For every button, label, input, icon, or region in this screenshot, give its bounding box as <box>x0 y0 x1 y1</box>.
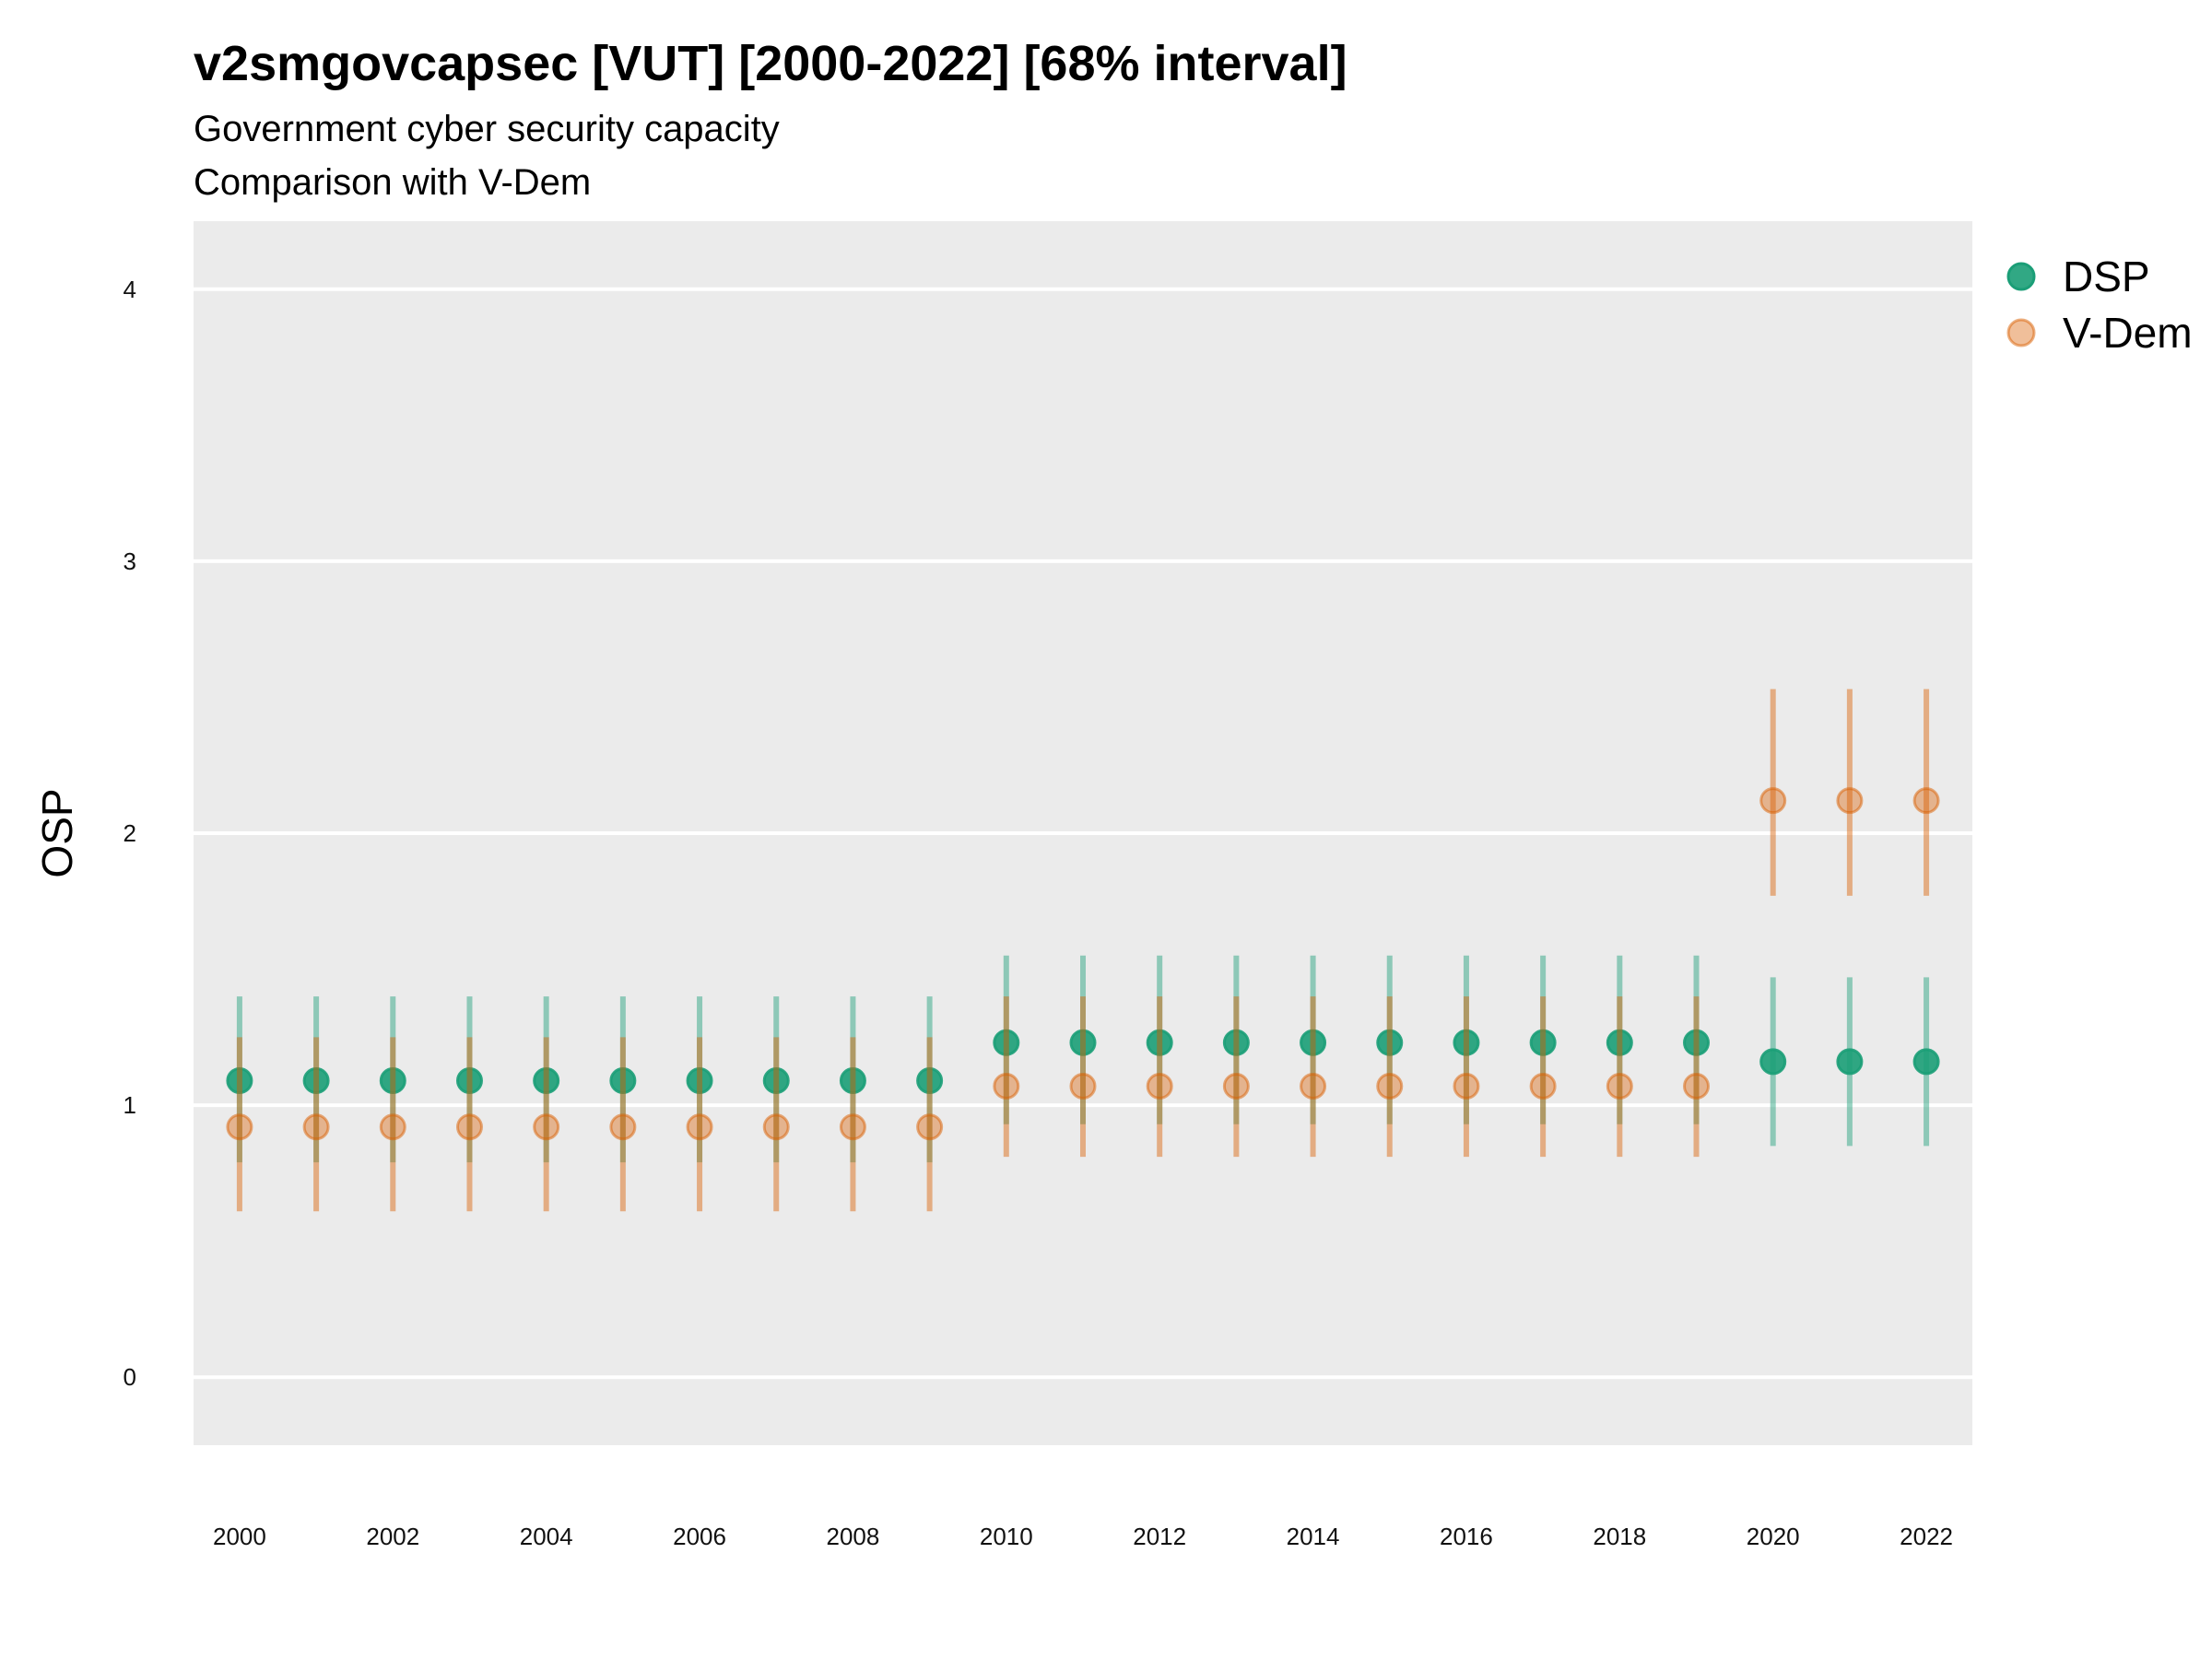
x-tick-label: 2000 <box>213 1523 266 1550</box>
dsp-point <box>1759 1048 1787 1076</box>
dsp-point <box>1300 1029 1327 1056</box>
v-dem-point <box>455 1113 483 1141</box>
v-dem-point <box>1069 1072 1097 1100</box>
dsp-point <box>1683 1029 1711 1056</box>
dsp-point <box>916 1067 944 1095</box>
x-tick-label: 2016 <box>1440 1523 1493 1550</box>
x-tick-label: 2008 <box>827 1523 880 1550</box>
y-tick-label: 4 <box>124 276 136 303</box>
v-dem-point <box>993 1072 1020 1100</box>
x-tick-label: 2020 <box>1747 1523 1800 1550</box>
chart-caption: Comparison with V-Dem <box>194 162 592 203</box>
x-tick-label: 2004 <box>520 1523 573 1550</box>
v-dem-point <box>226 1113 253 1141</box>
v-dem-point <box>916 1113 944 1141</box>
dsp-point <box>993 1029 1020 1056</box>
dsp-point <box>762 1067 790 1095</box>
y-tick-label: 0 <box>124 1363 136 1391</box>
series-dsp <box>226 955 1940 1163</box>
x-tick-label: 2002 <box>366 1523 419 1550</box>
dsp-point <box>1836 1048 1864 1076</box>
dsp-point <box>533 1067 560 1095</box>
legend-label-v-dem: V-Dem <box>2063 309 2193 357</box>
chart-title: v2smgovcapsec [VUT] [2000-2022] [68% int… <box>194 36 1347 91</box>
v-dem-point <box>1912 787 1940 815</box>
legend-key-dsp <box>2006 262 2036 291</box>
series-v-dem <box>226 688 1940 1212</box>
v-dem-point <box>1529 1072 1557 1100</box>
y-tick-label: 1 <box>124 1091 136 1119</box>
dsp-point <box>226 1067 253 1095</box>
x-tick-label: 2022 <box>1900 1523 1953 1550</box>
x-tick-label: 2014 <box>1287 1523 1340 1550</box>
y-tick-label: 2 <box>124 819 136 847</box>
dsp-point <box>1529 1029 1557 1056</box>
dsp-point <box>455 1067 483 1095</box>
v-dem-point <box>1300 1072 1327 1100</box>
v-dem-point <box>686 1113 713 1141</box>
v-dem-point <box>1222 1072 1250 1100</box>
y-tick-labels: 0 1 2 3 4 <box>124 276 136 1391</box>
dsp-point <box>609 1067 637 1095</box>
v-dem-point <box>1453 1072 1480 1100</box>
dsp-point <box>1606 1029 1633 1056</box>
v-dem-point <box>302 1113 330 1141</box>
dsp-point <box>839 1067 866 1095</box>
dsp-point <box>1069 1029 1097 1056</box>
dsp-point <box>686 1067 713 1095</box>
dsp-point <box>379 1067 406 1095</box>
v-dem-point <box>1683 1072 1711 1100</box>
x-tick-label: 2006 <box>673 1523 726 1550</box>
dsp-point <box>1912 1048 1940 1076</box>
dsp-point <box>1146 1029 1173 1056</box>
dsp-point <box>1453 1029 1480 1056</box>
v-dem-point <box>609 1113 637 1141</box>
x-tick-label: 2012 <box>1133 1523 1186 1550</box>
v-dem-point <box>1376 1072 1404 1100</box>
legend-label-dsp: DSP <box>2063 253 2150 300</box>
dsp-point <box>1222 1029 1250 1056</box>
v-dem-point <box>1146 1072 1173 1100</box>
dsp-point <box>302 1067 330 1095</box>
v-dem-point <box>1606 1072 1633 1100</box>
v-dem-point <box>839 1113 866 1141</box>
grid-lines <box>194 287 1972 1380</box>
v-dem-point <box>1759 787 1787 815</box>
y-axis-title: OSP <box>33 788 81 877</box>
dsp-point <box>1376 1029 1404 1056</box>
x-tick-label: 2018 <box>1593 1523 1646 1550</box>
v-dem-point <box>1836 787 1864 815</box>
v-dem-point <box>533 1113 560 1141</box>
x-tick-label: 2010 <box>980 1523 1033 1550</box>
v-dem-point <box>762 1113 790 1141</box>
chart-subtitle: Government cyber security capacity <box>194 109 780 149</box>
x-tick-labels: 2000 2002 2004 2006 2008 2010 2012 2014 2016 2018… <box>213 1523 1953 1550</box>
legend-key-v-dem <box>2006 318 2036 347</box>
y-tick-label: 3 <box>124 547 136 575</box>
v-dem-point <box>379 1113 406 1141</box>
legend: DSP V-Dem <box>2006 253 2193 357</box>
